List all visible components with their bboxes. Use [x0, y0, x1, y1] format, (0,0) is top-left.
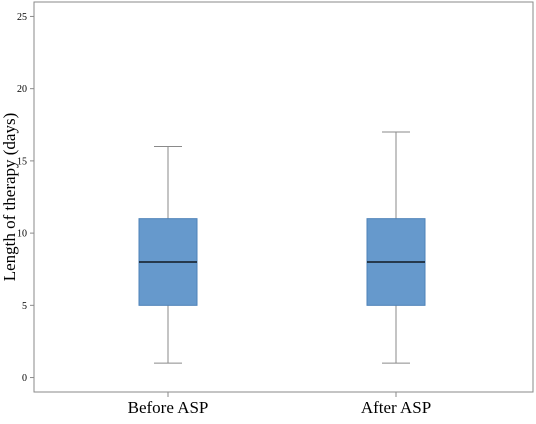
- x-tick-label: After ASP: [361, 398, 431, 417]
- box-series: [138, 131, 426, 364]
- box-2: [366, 131, 426, 364]
- y-tick-label: 5: [22, 301, 27, 312]
- y-axis: 0 5 10 15 20 25: [17, 12, 34, 384]
- x-tick-label: Before ASP: [128, 398, 209, 417]
- y-tick-label: 25: [17, 12, 27, 23]
- box-1: [138, 145, 198, 364]
- y-axis-title: Length of therapy (days): [0, 113, 19, 282]
- y-tick-label: 15: [17, 156, 27, 167]
- y-tick-label: 0: [22, 373, 27, 384]
- y-tick-label: 20: [17, 84, 27, 95]
- x-axis: Before ASP After ASP: [128, 392, 431, 417]
- y-tick-label: 10: [17, 229, 27, 240]
- plot-frame: [33, 1, 534, 393]
